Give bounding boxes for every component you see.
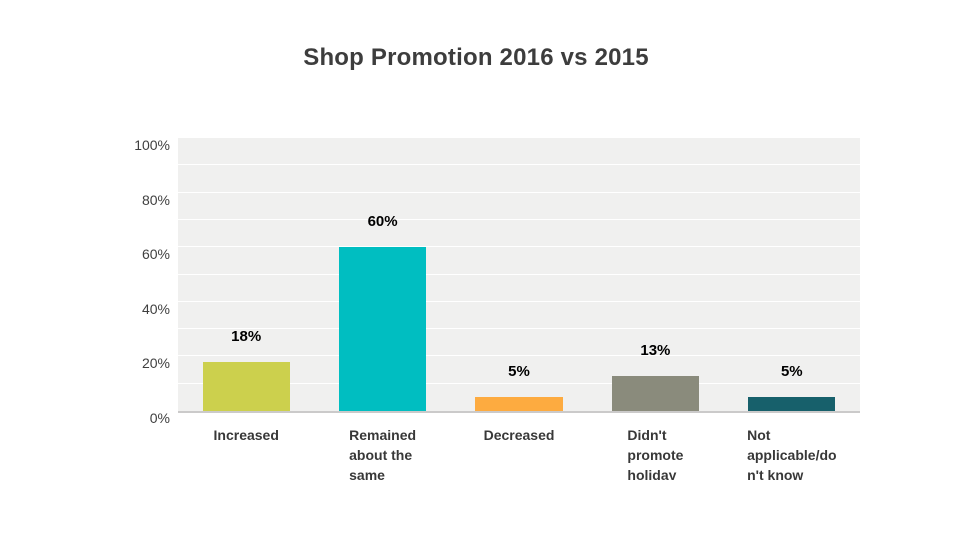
y-tick-label: 0%: [149, 410, 170, 426]
chart-title: Shop Promotion 2016 vs 2015: [303, 44, 649, 71]
x-slot: Remained about the same: [314, 425, 450, 480]
x-slot: Not applicable/do n't know: [724, 425, 860, 480]
gridline: [178, 382, 860, 384]
y-tick-label: 20%: [141, 355, 170, 372]
gridline: [178, 164, 860, 166]
bar-slot: 5%: [451, 138, 587, 411]
category-label: Didn't promote holiday: [627, 427, 684, 480]
category-label: Increased: [213, 427, 279, 443]
category-label: Decreased: [483, 427, 555, 443]
gridline: [178, 191, 860, 193]
bar: [475, 397, 563, 411]
bar: [748, 397, 836, 411]
x-axis-labels: Increased Remained about the same Decrease…: [178, 425, 860, 480]
gridline: [178, 273, 860, 275]
bar: [338, 247, 427, 411]
bar-value-label: 60%: [367, 213, 398, 231]
category-label: Not applicable/do n't know: [747, 427, 837, 480]
x-slot: Decreased: [451, 425, 587, 480]
bar: [202, 361, 290, 411]
bar-slot: 13%: [587, 138, 723, 411]
bar-value-label: 5%: [508, 363, 530, 381]
bar-slot: 18%: [178, 138, 314, 411]
x-slot: Increased: [178, 425, 314, 480]
bar-value-label: 5%: [780, 363, 803, 381]
y-tick-label: 60%: [141, 246, 170, 263]
category-label: Remained about the same: [349, 427, 417, 480]
gridline: [178, 328, 860, 330]
bar-slot: 60%: [314, 138, 450, 411]
gridline: [178, 218, 860, 220]
plot-area: 18% 60% 5% 13% 5%: [178, 137, 860, 413]
bar: [611, 375, 700, 411]
y-tick-label: 80%: [141, 191, 170, 208]
y-tick-label: 100%: [134, 137, 170, 153]
bar-slot: 5%: [724, 138, 860, 411]
gridline: [178, 137, 860, 138]
gridline: [178, 246, 860, 248]
bar-value-label: 13%: [640, 341, 671, 359]
gridline: [178, 355, 860, 357]
x-slot: Didn't promote holiday: [587, 425, 723, 480]
y-tick-label: 40%: [141, 300, 170, 317]
bar-value-label: 18%: [231, 327, 262, 345]
gridline: [178, 300, 860, 302]
